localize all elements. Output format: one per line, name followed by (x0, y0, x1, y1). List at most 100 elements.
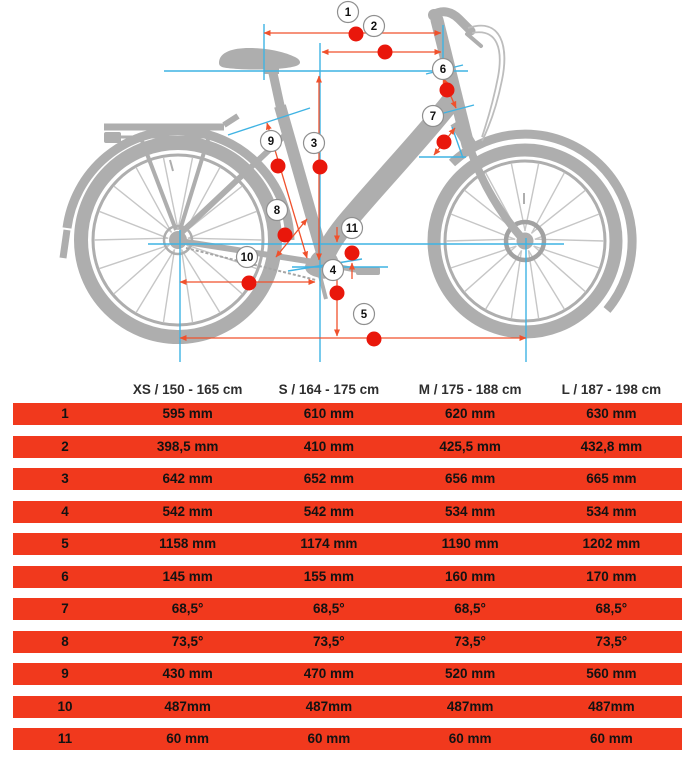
value-cell: 487mm (164, 698, 211, 714)
value-cell: 68,5° (595, 601, 628, 616)
header-spacer (13, 381, 117, 398)
value-cell: 68,5° (171, 601, 204, 616)
value-cell: 542 mm (162, 503, 213, 519)
table-row-10: 10 487mm 487mm 487mm 487mm (13, 695, 682, 718)
rear-light (104, 132, 121, 143)
value-cell: 534 mm (586, 503, 637, 519)
row-number-cell: 6 (61, 568, 69, 584)
row-number-cell: 11 (57, 731, 73, 746)
row-number-cell: 5 (61, 536, 69, 551)
row-number-cell: 9 (61, 666, 69, 681)
marker-circle-6 (431, 57, 455, 81)
value-cell: 60 mm (448, 731, 492, 746)
value-cell: 487mm (446, 698, 494, 714)
table-row-1: 1 595 mm 610 mm 620 mm 630 mm (13, 403, 682, 425)
value-cell: 60 mm (166, 731, 210, 746)
value-cell: 398,5 mm (156, 438, 219, 454)
value-cell: 73,5° (454, 633, 486, 649)
table-row-9: 9 430 mm 470 mm 520 mm 560 mm (13, 663, 682, 685)
marker-number-10: 10 (241, 252, 254, 264)
value-cell: 432,8 mm (580, 438, 643, 454)
marker-circle-5 (352, 302, 376, 326)
table-row-4: 4 542 mm 542 mm 534 mm 534 mm (13, 500, 682, 523)
marker-circle-7 (421, 104, 445, 128)
table-row-6: 6 145 mm 155 mm 160 mm 170 mm (13, 565, 682, 588)
table-row-2: 2 398,5 mm 410 mm 425,5 mm 432,8 mm (13, 435, 682, 458)
rear-mudflap (59, 229, 71, 259)
seattube-top-tick (227, 107, 311, 136)
size-header-row: XS / 150 - 165 cm S / 164 - 175 cm M / 175… (13, 381, 682, 398)
marker-circle-11 (340, 216, 364, 240)
handlebar (428, 7, 476, 36)
rear-rack (104, 113, 240, 231)
value-cell: 60 mm (307, 731, 351, 746)
value-cell: 73,5° (171, 633, 204, 649)
marker-number-3: 3 (311, 138, 317, 150)
measure-dot-4 (329, 285, 345, 301)
size-header-3: L / 187 - 198 cm (561, 382, 662, 397)
size-header-2: M / 175 - 188 cm (418, 382, 522, 397)
value-cell: 160 mm (444, 568, 496, 584)
value-cell: 1190 mm (441, 536, 499, 551)
value-cell: 656 mm (444, 471, 496, 486)
value-cell: 534 mm (444, 503, 496, 519)
measure-dot-10 (241, 275, 257, 291)
table-row-3: 3 642 mm 652 mm 656 mm 665 mm (13, 468, 682, 490)
size-header-1: S / 164 - 175 cm (278, 382, 380, 397)
value-cell: 642 mm (162, 471, 213, 486)
measure-dot-8 (277, 227, 293, 243)
value-cell: 73,5° (313, 633, 345, 649)
row-number-cell: 10 (57, 698, 73, 714)
marker-number-8: 8 (274, 205, 281, 217)
measure-dot-2 (377, 44, 393, 60)
measure-dot-6 (439, 82, 455, 98)
value-cell: 487mm (305, 698, 353, 714)
value-cell: 410 mm (303, 438, 355, 454)
value-cell: 145 mm (162, 568, 213, 584)
bike-diagram: 1 2 3 4 5 6 7 8 9 10 11 (59, 0, 637, 362)
value-cell: 665 mm (586, 471, 637, 486)
value-cell: 170 mm (586, 568, 637, 584)
front-fender (448, 129, 637, 313)
measure-dot-7 (436, 134, 452, 150)
marker-circle-10 (235, 245, 259, 269)
measure-dot-1 (348, 26, 364, 42)
front-wheel (427, 143, 623, 339)
measure-dot-9 (270, 158, 286, 174)
value-cell: 425,5 mm (439, 438, 501, 454)
geometry-table: XS / 150 - 165 cm S / 164 - 175 cm M / 175… (13, 381, 682, 760)
marker-circle-2 (362, 14, 386, 38)
value-cell: 470 mm (303, 666, 355, 681)
marker-number-9: 9 (268, 136, 274, 148)
marker-number-5: 5 (361, 309, 368, 321)
row-number-cell: 1 (61, 406, 69, 421)
bike-silhouette (59, 7, 637, 344)
table-row-11: 11 60 mm 60 mm 60 mm 60 mm (13, 728, 682, 750)
brake-lever (465, 32, 483, 48)
row-number-cell: 8 (61, 633, 69, 649)
measure-dot-11 (344, 245, 360, 261)
geometry-table-rows: 1 595 mm 610 mm 620 mm 630 mm 2 398,5 mm 410 mm… (13, 403, 682, 750)
table-row-8: 8 73,5° 73,5° 73,5° 73,5° (13, 630, 682, 653)
table-row-7: 7 68,5° 68,5° 68,5° 68,5° (13, 598, 682, 620)
markers-layer: 1 2 3 4 5 6 7 8 9 10 11 (235, 0, 455, 347)
row-number-cell: 2 (61, 438, 69, 454)
pedal (356, 267, 380, 275)
size-header-0: XS / 150 - 165 cm (132, 382, 243, 397)
value-cell: 487mm (588, 698, 635, 714)
value-cell: 1174 mm (300, 536, 358, 551)
marker-circle-9 (259, 129, 283, 153)
value-cell: 1202 mm (582, 536, 641, 551)
brake-cable (467, 24, 506, 142)
shift-cable (471, 31, 501, 138)
value-cell: 155 mm (303, 568, 355, 584)
marker-number-2: 2 (371, 21, 377, 33)
marker-circle-1 (336, 0, 360, 24)
front-disc-brake (503, 219, 547, 263)
value-cell: 430 mm (162, 666, 213, 681)
row-number-cell: 7 (61, 601, 69, 616)
marker-number-7: 7 (430, 111, 436, 123)
value-cell: 595 mm (162, 406, 213, 421)
saddle (219, 48, 301, 70)
headtube-bottom-tick (439, 104, 475, 115)
